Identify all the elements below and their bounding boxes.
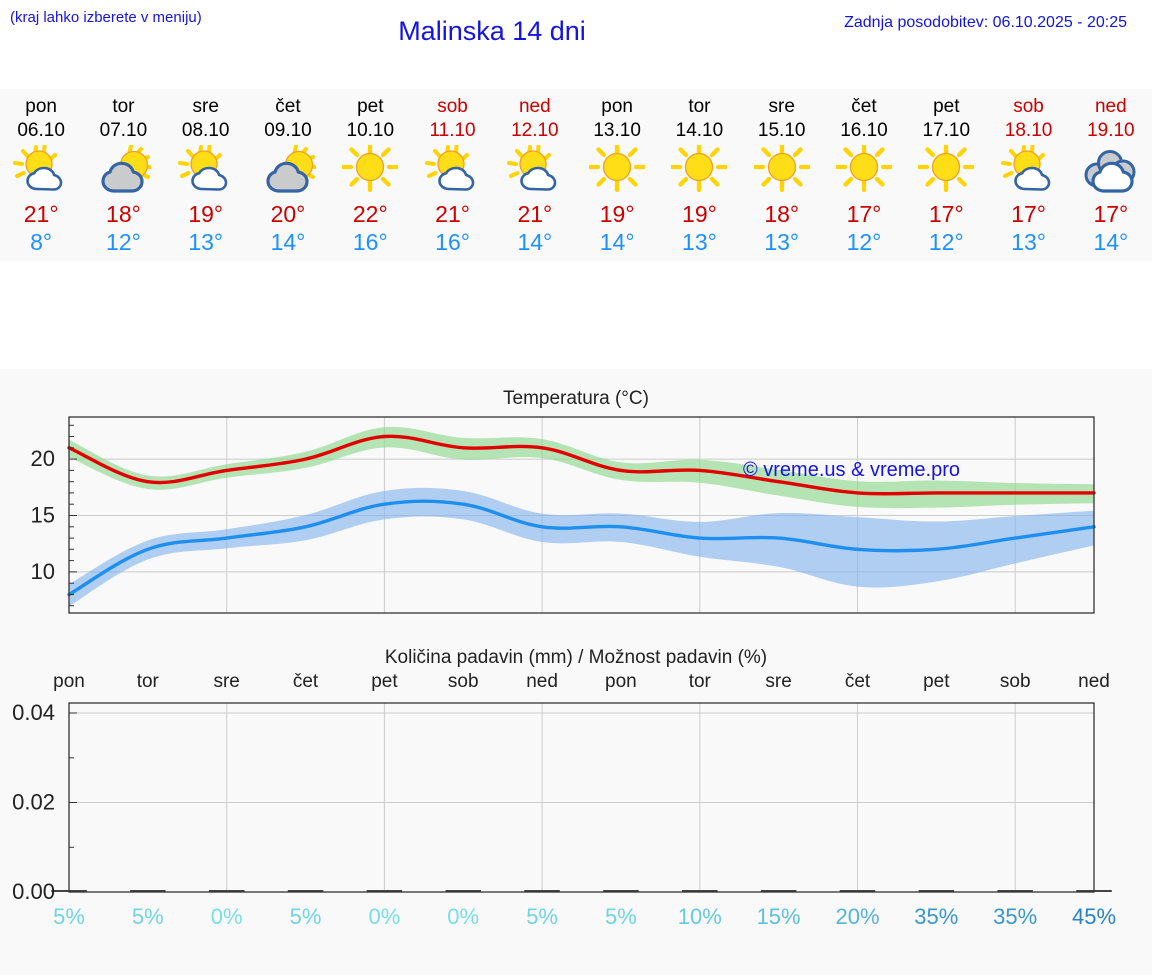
svg-text:ned: ned [1078,671,1110,692]
svg-text:tor: tor [137,671,160,692]
svg-text:20%: 20% [835,904,879,929]
svg-text:čet: čet [845,671,871,692]
svg-text:20: 20 [31,446,55,471]
svg-text:0.02: 0.02 [12,790,55,815]
svg-text:ned: ned [526,671,558,692]
svg-text:15%: 15% [757,904,801,929]
svg-text:pet: pet [923,671,950,692]
svg-text:0%: 0% [369,904,401,929]
svg-text:pon: pon [605,671,637,692]
svg-text:pet: pet [371,671,398,692]
svg-text:15: 15 [31,503,55,528]
svg-text:45%: 45% [1072,904,1116,929]
svg-text:5%: 5% [53,904,85,929]
svg-text:sob: sob [1000,671,1031,692]
svg-text:sre: sre [213,671,239,692]
svg-text:tor: tor [689,671,712,692]
svg-text:10: 10 [31,559,55,584]
svg-text:5%: 5% [290,904,322,929]
svg-text:35%: 35% [993,904,1037,929]
svg-text:© vreme.us & vreme.pro: © vreme.us & vreme.pro [743,459,960,481]
svg-text:0.00: 0.00 [12,879,55,904]
svg-text:5%: 5% [526,904,558,929]
svg-text:0%: 0% [211,904,243,929]
svg-text:pon: pon [53,671,85,692]
svg-text:10%: 10% [678,904,722,929]
svg-text:sob: sob [448,671,479,692]
svg-text:sre: sre [765,671,791,692]
svg-text:0.04: 0.04 [12,700,55,725]
svg-text:čet: čet [293,671,319,692]
svg-text:35%: 35% [914,904,958,929]
svg-text:5%: 5% [605,904,637,929]
svg-text:0%: 0% [447,904,479,929]
svg-text:5%: 5% [132,904,164,929]
